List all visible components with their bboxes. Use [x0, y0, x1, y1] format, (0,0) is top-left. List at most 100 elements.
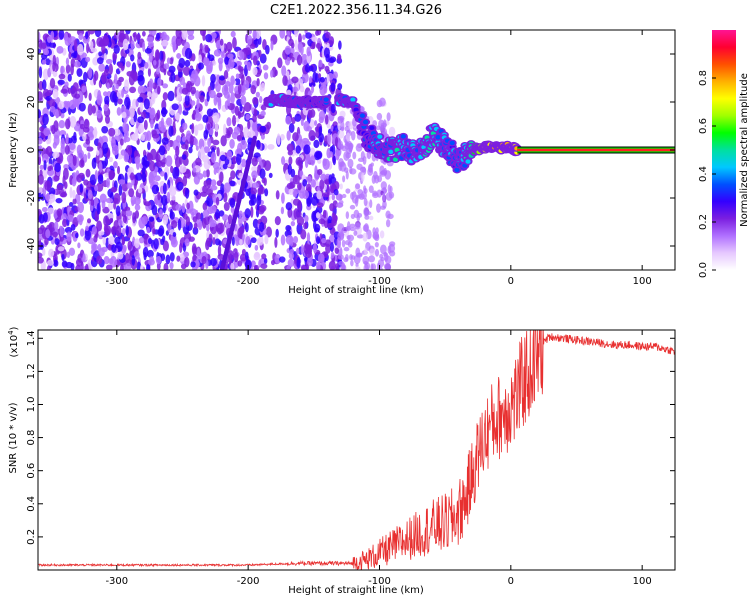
noise-speckle [161, 137, 169, 145]
noise-speckle [97, 174, 104, 185]
colorbar-gradient [712, 30, 736, 270]
noise-speckle [130, 40, 135, 50]
noise-speckle [325, 243, 331, 254]
y-tick-label: 0.4 [26, 496, 37, 512]
noise-speckle [218, 240, 222, 247]
noise-speckle [102, 141, 109, 154]
noise-speckle [38, 256, 44, 264]
noise-speckle [151, 129, 157, 136]
noise-speckle [170, 165, 174, 174]
noise-speckle [166, 191, 171, 204]
noise-speckle [301, 72, 309, 84]
noise-speckle [308, 77, 312, 84]
noise-speckle [281, 65, 287, 77]
noise-speckle [229, 197, 236, 208]
noise-speckle [85, 168, 91, 178]
noise-speckle [152, 82, 158, 90]
noise-speckle [41, 207, 48, 213]
noise-speckle [226, 117, 232, 127]
noise-speckle [86, 42, 90, 54]
colorbar-tick-label: 0.4 [698, 166, 709, 182]
noise-speckle [213, 49, 222, 57]
noise-speckle [197, 148, 206, 160]
noise-speckle [203, 216, 211, 226]
noise-speckle [39, 169, 43, 177]
noise-speckle [231, 236, 235, 246]
noise-speckle [186, 202, 190, 210]
noise-speckle [380, 205, 386, 210]
noise-speckle [192, 226, 199, 235]
noise-speckle [56, 208, 63, 218]
noise-speckle [230, 30, 236, 38]
noise-speckle [205, 224, 210, 232]
x-tick-label: -200 [237, 276, 260, 287]
noise-speckle [44, 180, 52, 191]
noise-speckle [275, 228, 279, 238]
noise-speckle [245, 113, 251, 121]
noise-speckle [220, 183, 225, 195]
noise-speckle [232, 36, 237, 49]
noise-speckle [49, 77, 56, 89]
noise-speckle [210, 179, 217, 187]
noise-speckle [47, 259, 54, 266]
noise-speckle [108, 63, 113, 75]
noise-speckle [340, 126, 345, 132]
noise-speckle [52, 88, 59, 99]
noise-speckle [337, 55, 342, 62]
noise-speckle [303, 144, 311, 155]
noise-speckle [108, 127, 116, 137]
noise-speckle [191, 69, 199, 80]
snr-multiplier-base: (x10 [9, 335, 20, 358]
noise-speckle [82, 253, 86, 263]
noise-speckle [310, 179, 316, 188]
noise-speckle [379, 97, 386, 107]
x-tick-label: 0 [508, 576, 514, 587]
noise-speckle [354, 197, 359, 207]
noise-speckle [116, 107, 122, 116]
noise-speckle [311, 42, 315, 48]
noise-speckle [179, 76, 186, 86]
noise-speckle [371, 263, 377, 270]
noise-speckle [148, 171, 154, 184]
noise-speckle [298, 33, 302, 45]
noise-speckle [219, 171, 224, 184]
ridge-mark [392, 157, 399, 162]
noise-speckle [48, 187, 56, 196]
noise-speckle [124, 172, 128, 185]
noise-speckle [217, 244, 222, 257]
noise-speckle [125, 210, 133, 217]
noise-speckle [137, 187, 143, 194]
colorbar-axis: 0.0 0.2 0.4 0.6 0.8 [698, 70, 716, 278]
noise-speckle [261, 253, 267, 260]
noise-speckle [122, 38, 129, 51]
noise-speckle [252, 96, 259, 105]
noise-speckle [250, 206, 254, 218]
spectrogram-heatmap [38, 30, 675, 270]
noise-speckle [155, 186, 159, 192]
noise-speckle [306, 46, 311, 57]
noise-speckle [129, 86, 137, 94]
noise-speckle [315, 42, 322, 49]
noise-speckle [328, 260, 336, 270]
noise-speckle [162, 182, 167, 195]
y-tick-label: 0.8 [26, 430, 37, 446]
noise-speckle [369, 199, 373, 209]
noise-speckle [212, 139, 220, 146]
noise-speckle [59, 130, 67, 137]
noise-speckle [129, 250, 133, 263]
noise-speckle [259, 204, 267, 212]
noise-speckle [302, 34, 306, 40]
noise-speckle [314, 223, 321, 233]
noise-speckle [111, 244, 117, 253]
noise-speckle [192, 167, 197, 173]
noise-speckle [64, 181, 68, 190]
noise-speckle [263, 160, 272, 171]
noise-speckle [339, 232, 345, 240]
noise-speckle [64, 144, 70, 155]
noise-speckle [288, 188, 294, 196]
noise-speckle [225, 80, 231, 87]
noise-speckle [304, 214, 309, 223]
noise-speckle [245, 222, 249, 233]
noise-speckle [250, 187, 258, 195]
noise-speckle [87, 67, 93, 79]
